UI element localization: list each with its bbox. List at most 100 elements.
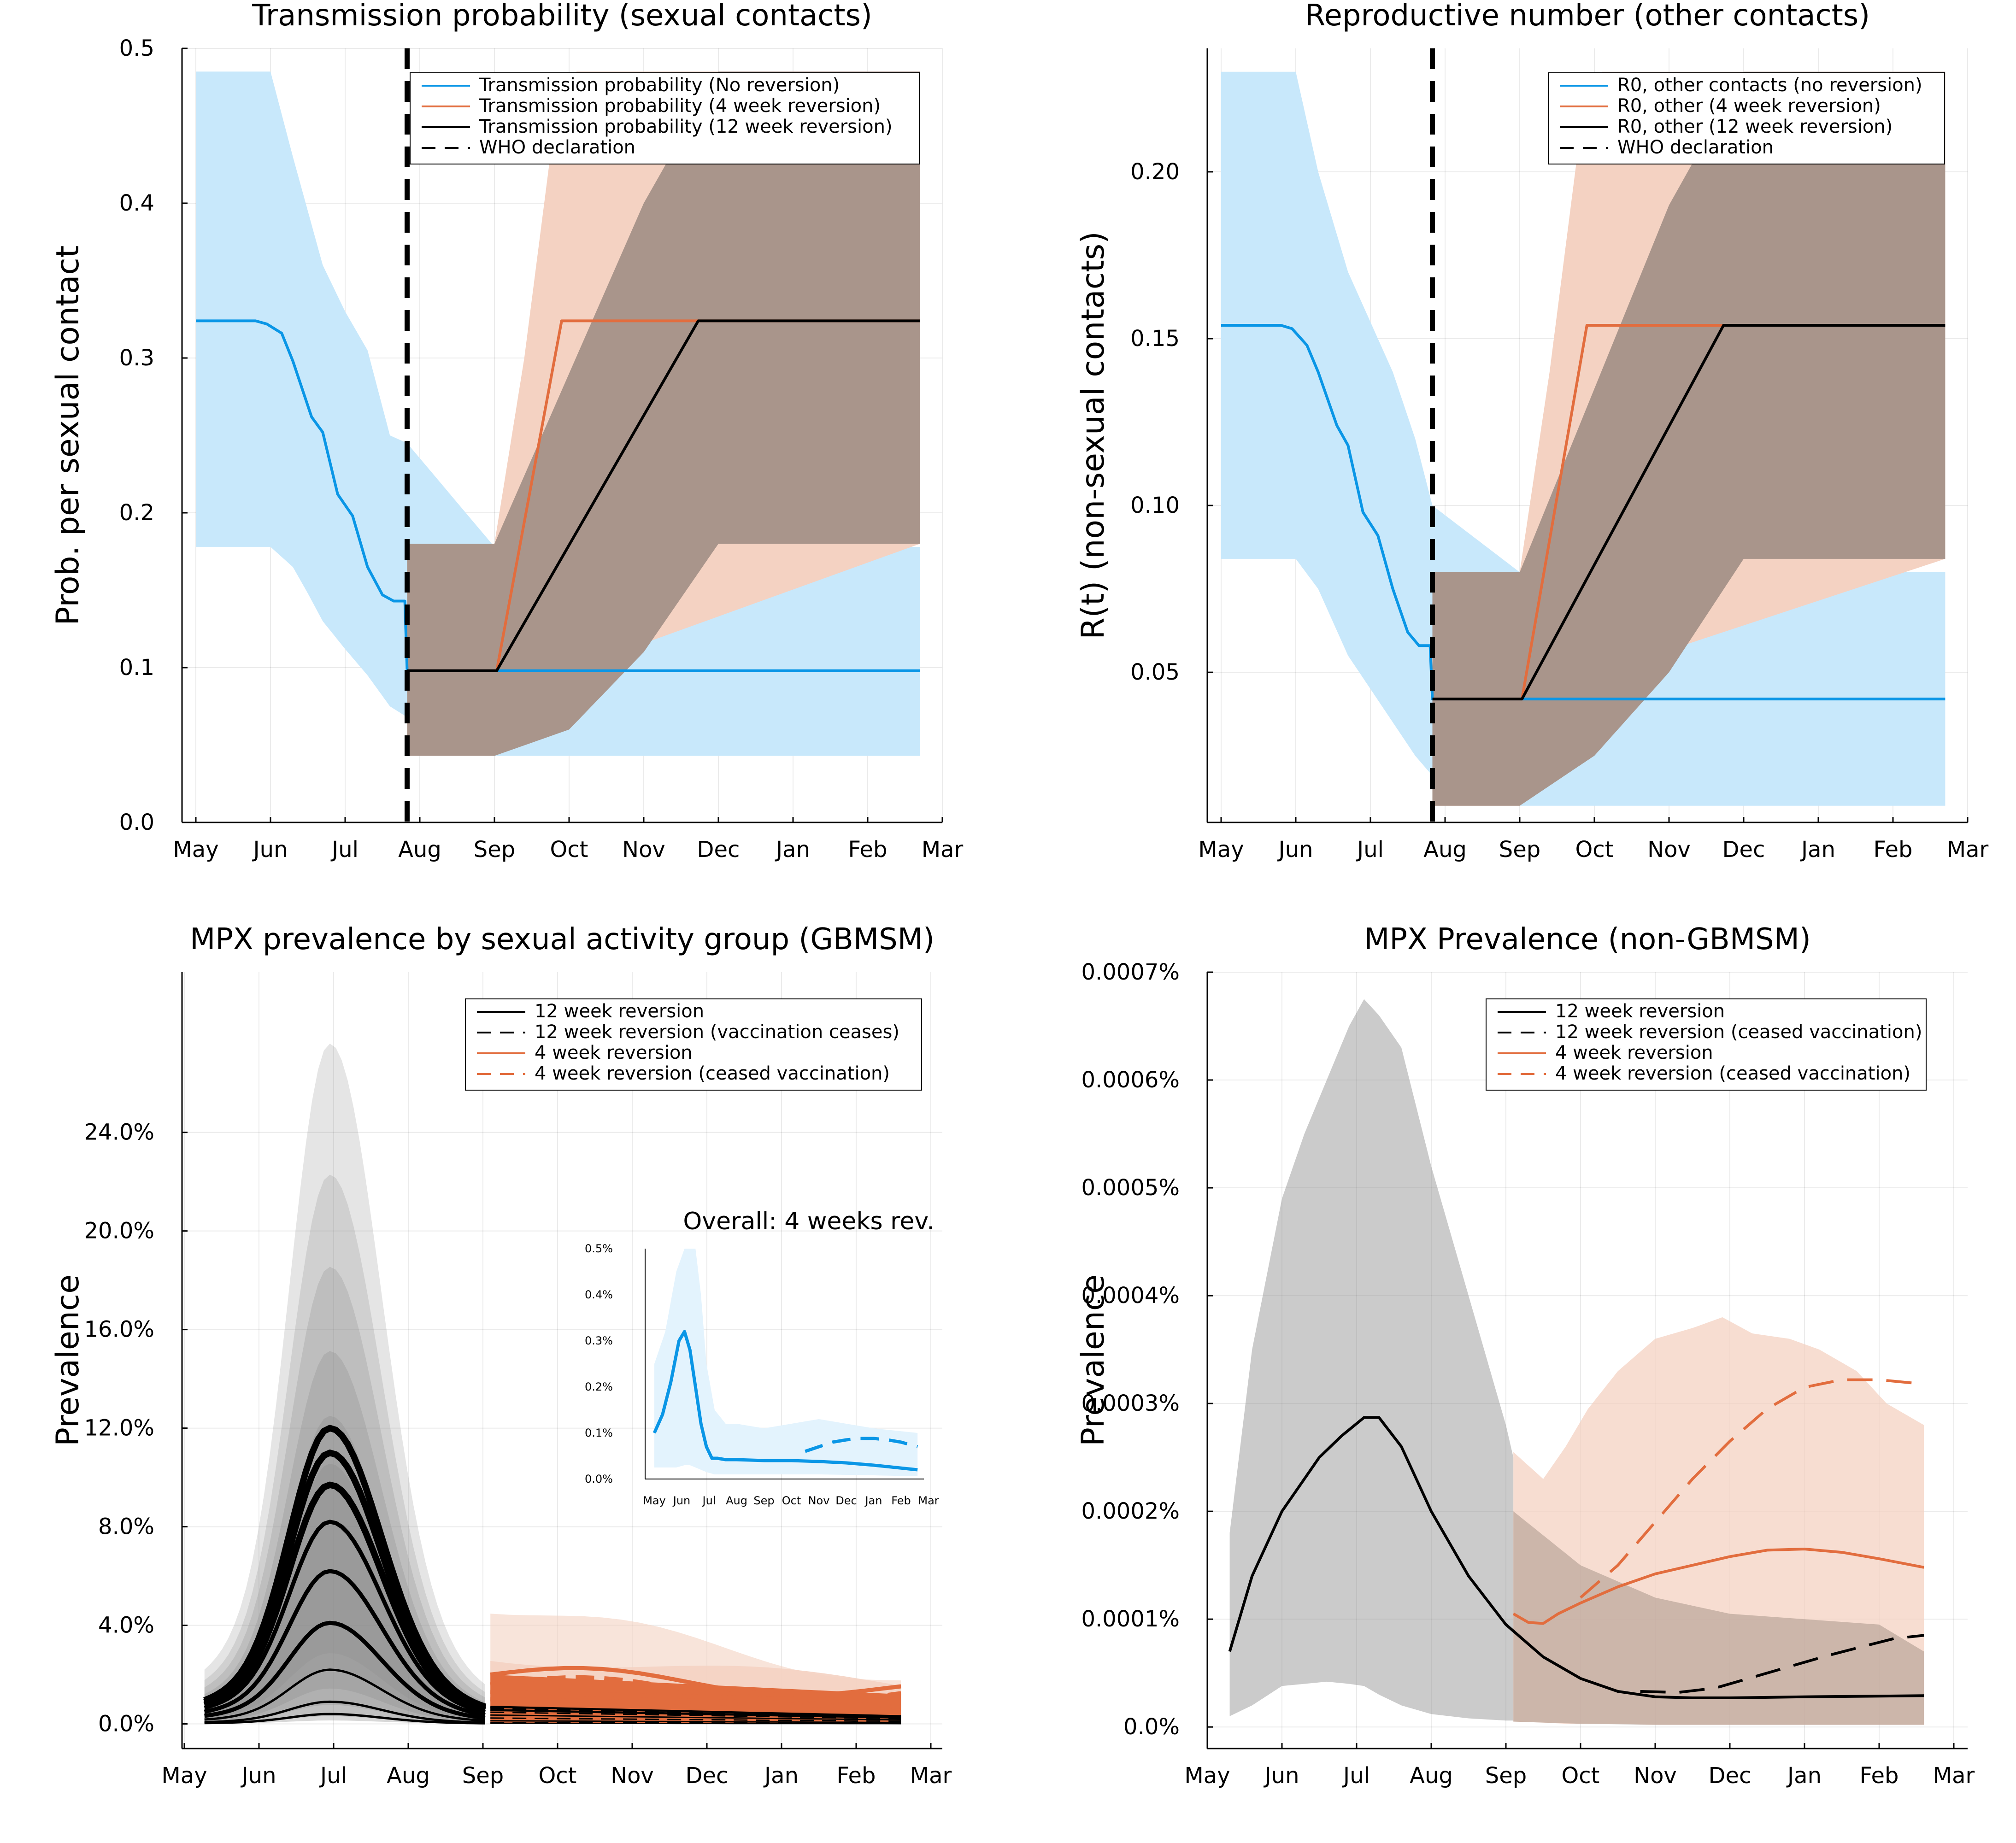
x-tick-label: Dec	[686, 1763, 729, 1789]
inset-x-tick-label: Aug	[726, 1494, 747, 1507]
x-tick-label: Aug	[1423, 837, 1467, 863]
inset-y-tick-label: 0.4%	[585, 1288, 613, 1301]
x-tick-label: Jun	[252, 837, 288, 863]
chart-title: Reproductive number (other contacts)	[1305, 0, 1870, 33]
series-12-week-reversion	[407, 319, 920, 672]
series-12-week-reversion-group	[204, 1713, 485, 1725]
panel-non-gbmsm-prevalence: May Jun Jul Aug Sep Oct Nov Dec Jan Feb Mar 0.0% 0.0…	[1075, 922, 1975, 1789]
x-tick-label: Feb	[848, 837, 888, 863]
series-12-week-reversion-tail	[490, 1709, 901, 1719]
x-tick-label: Jan	[1800, 837, 1835, 863]
x-tick-label: Jul	[1356, 837, 1384, 863]
panel-reproductive-number: May Jun Jul Aug Sep Oct Nov Dec Jan Feb Mar 0.05 0.1…	[1075, 0, 1989, 863]
y-tick-label: 8.0%	[98, 1514, 154, 1540]
legend-label: WHO declaration	[479, 137, 635, 158]
x-tick-label: Oct	[1575, 837, 1614, 863]
inset-series	[805, 1437, 918, 1453]
chart-title: MPX Prevalence (non-GBMSM)	[1364, 922, 1811, 957]
y-tick-label: 0.10	[1130, 493, 1180, 518]
x-tick-label: Jul	[319, 1763, 347, 1789]
x-tick-label: Jul	[1342, 1763, 1370, 1789]
legend-label: 12 week reversion (ceased vaccination)	[1555, 1021, 1922, 1043]
y-tick-label: 0.0007%	[1081, 959, 1180, 985]
legend-box	[1548, 72, 1945, 164]
inset-y-tick-label: 0.3%	[585, 1334, 613, 1347]
series-4-week-reversion	[490, 1690, 901, 1704]
series-12-week-reversion-tail	[490, 1717, 901, 1722]
band-no-reversion	[1221, 71, 1945, 806]
x-tick-label: Feb	[1860, 1763, 1899, 1789]
inset-y-tick-label: 0.1%	[585, 1426, 613, 1439]
series-12-week-reversion-tail	[490, 1720, 901, 1723]
legend-label: Transmission probability (No reversion)	[479, 75, 840, 96]
y-axis-label: Prevalence	[50, 1274, 86, 1446]
series-12-week-reversion-group	[204, 1620, 486, 1720]
legend-label: 4 week reversion (ceased vaccination)	[535, 1063, 890, 1084]
x-tick-label: Nov	[622, 837, 665, 863]
series-12-week-reversion-tail	[490, 1714, 901, 1721]
y-tick-label: 0.0	[119, 810, 154, 835]
legend-box	[465, 998, 922, 1091]
series-4-week-reversion	[490, 1697, 901, 1709]
y-tick-label: 0.0002%	[1081, 1498, 1180, 1524]
x-tick-label: Aug	[1410, 1763, 1453, 1789]
y-tick-label: 20.0%	[84, 1218, 154, 1244]
y-tick-label: 0.2	[119, 500, 154, 526]
inset-x-tick-label: Nov	[808, 1494, 830, 1507]
series-12-week-reversion-group	[204, 1668, 486, 1722]
series-12-week-reversion-group	[204, 1569, 486, 1717]
inset-x-tick-label: Mar	[918, 1494, 939, 1507]
x-tick-label: May	[1184, 1763, 1230, 1789]
y-axis-label: R(t) (non-sexual contacts)	[1075, 231, 1111, 639]
x-tick-label: Oct	[1562, 1763, 1600, 1789]
y-tick-label: 0.0004%	[1081, 1283, 1180, 1309]
legend-label: R0, other (12 week reversion)	[1617, 116, 1893, 137]
series-4-week-reversion	[490, 1666, 901, 1697]
legend-box	[410, 72, 920, 164]
band-12-week-reversion	[407, 71, 920, 756]
y-tick-label: 0.0003%	[1081, 1391, 1180, 1416]
chart-title: MPX prevalence by sexual activity group …	[190, 922, 935, 957]
inset-x-tick-label: Feb	[891, 1494, 911, 1507]
series-12-week-reversion	[1432, 324, 1945, 701]
series-12-week-reversion-group	[203, 1450, 487, 1712]
x-tick-label: May	[1198, 837, 1244, 863]
y-tick-label: 0.1	[119, 655, 154, 681]
y-tick-label: 0.0%	[1123, 1714, 1180, 1740]
inset-y-tick-label: 0.5%	[585, 1242, 613, 1255]
legend-label: 12 week reversion	[1555, 1001, 1725, 1022]
series-12-week-reversion-group	[203, 1481, 486, 1714]
x-tick-label: Oct	[539, 1763, 577, 1789]
legend-label: 4 week reversion	[1555, 1042, 1713, 1063]
inset-x-tick-label: Jan	[864, 1494, 882, 1507]
y-tick-label: 0.0005%	[1081, 1175, 1180, 1201]
inset-x-tick-label: Sep	[753, 1494, 774, 1507]
panel-gbmsm-prevalence: May Jun Jul Aug Sep Oct Nov Dec Jan Feb Mar 0.0% 4.0…	[50, 922, 952, 1789]
legend-label: 12 week reversion	[535, 1001, 704, 1022]
x-tick-label: Sep	[1499, 837, 1540, 863]
band-12-week-reversion	[1432, 71, 1945, 806]
y-tick-label: 0.05	[1130, 659, 1180, 685]
x-tick-label: Sep	[474, 837, 515, 863]
x-tick-label: Nov	[1634, 1763, 1677, 1789]
inset-title: Overall: 4 weeks rev.	[683, 1208, 934, 1235]
inset-x-tick-label: Jul	[702, 1494, 716, 1507]
y-tick-label: 0.0%	[98, 1711, 154, 1737]
legend-label: Transmission probability (4 week reversi…	[479, 95, 881, 117]
y-axis-label: Prevalence	[1075, 1274, 1111, 1446]
inset-chart: Overall: 4 weeks rev. 0.0% 0.1% 0.2% 0.3% 0.4…	[585, 1208, 939, 1507]
series-12-week-reversion-tail	[490, 1722, 901, 1725]
inset-x-tick-label: May	[643, 1494, 666, 1507]
x-tick-label: Mar	[1947, 837, 1989, 863]
y-tick-label: 0.0001%	[1081, 1606, 1180, 1632]
x-tick-label: Dec	[1709, 1763, 1752, 1789]
x-tick-label: Feb	[837, 1763, 876, 1789]
legend-label: R0, other (4 week reversion)	[1617, 95, 1881, 117]
panel-transmission-probability: May Jun Jul Aug Sep Oct Nov Dec Jan Feb Mar 0.0 0.1 0…	[50, 0, 964, 863]
x-tick-label: Mar	[1933, 1763, 1975, 1789]
y-tick-label: 0.20	[1130, 159, 1180, 185]
x-tick-label: Jan	[775, 837, 810, 863]
inset-x-tick-label: Dec	[835, 1494, 857, 1507]
y-tick-label: 0.0006%	[1081, 1067, 1180, 1093]
